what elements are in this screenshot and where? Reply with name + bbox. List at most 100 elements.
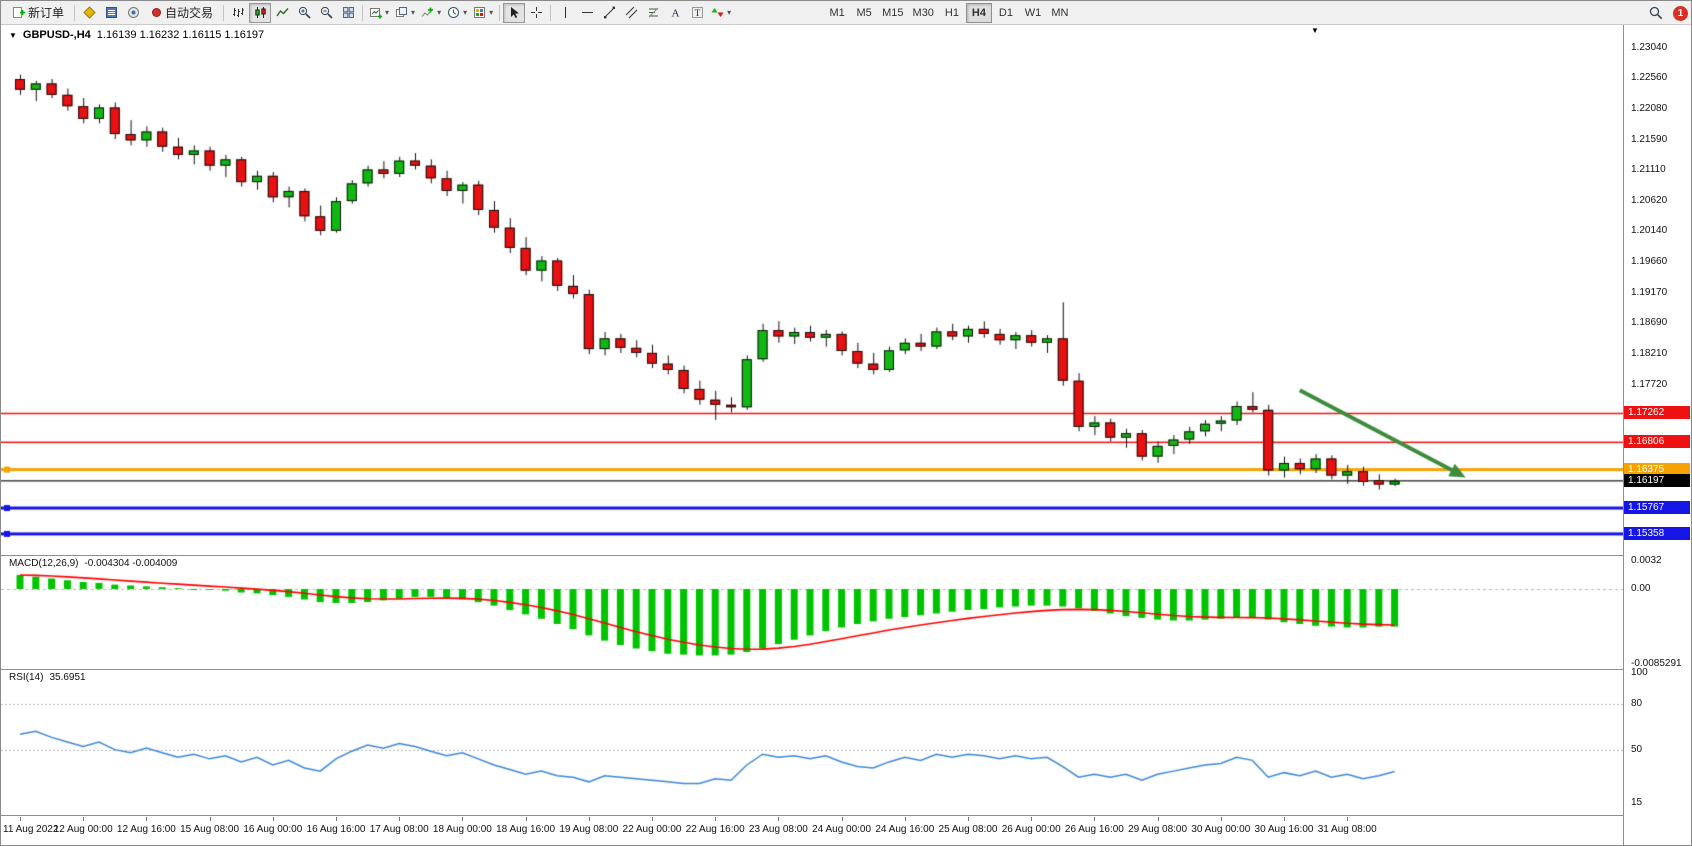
panel-separator[interactable]	[1, 669, 1691, 670]
shapes-icon	[711, 6, 724, 19]
templates-icon	[473, 6, 486, 19]
time-tick	[715, 817, 717, 821]
notification-badge[interactable]: 1	[1673, 5, 1688, 21]
new-chart-button[interactable]: ▾	[366, 3, 392, 23]
rsi-scale-label: 80	[1631, 697, 1643, 709]
time-axis-label: 16 Aug 16:00	[306, 824, 366, 835]
crosshair-button[interactable]	[525, 3, 547, 23]
chevron-down-icon: ▾	[411, 7, 416, 17]
toolbar-separator	[362, 4, 364, 21]
time-axis-label: 29 Aug 08:00	[1128, 824, 1188, 835]
cursor-icon	[508, 6, 521, 19]
vertical-line-button[interactable]	[554, 3, 576, 23]
time-axis[interactable]	[1, 816, 1623, 845]
market-watch-button[interactable]	[78, 3, 100, 23]
navigator-icon	[127, 6, 140, 19]
price-axis[interactable]	[1623, 25, 1691, 845]
tf-button-h1[interactable]: H1	[944, 6, 959, 19]
label-icon: T	[691, 6, 704, 19]
tf-button-m30[interactable]: M30	[912, 6, 934, 19]
new-order-button[interactable]: 新订单	[5, 3, 71, 23]
chevron-down-icon: ▾	[463, 7, 468, 17]
macd-scale-label: 0.00	[1631, 583, 1651, 594]
tf-button-m1[interactable]: M1	[829, 6, 845, 19]
trendline-button[interactable]	[598, 3, 620, 23]
tf-button-d1[interactable]: D1	[998, 6, 1013, 19]
zoom-out-button[interactable]	[315, 3, 337, 23]
auto-trading-label: 自动交易	[165, 6, 214, 20]
chart-profiles-button[interactable]: ▾	[392, 3, 418, 23]
time-tick	[1157, 817, 1159, 821]
auto-trading-button[interactable]: 自动交易	[144, 3, 220, 23]
tile-windows-button[interactable]	[337, 3, 359, 23]
time-axis-label: 12 Aug 00:00	[53, 824, 113, 835]
data-window-button[interactable]	[100, 3, 122, 23]
tf-button-mn[interactable]: MN	[1051, 6, 1069, 19]
tf-button-m15[interactable]: M15	[882, 6, 904, 19]
time-tick	[146, 817, 148, 821]
new-chart-icon	[369, 6, 383, 19]
label-button[interactable]: T	[686, 3, 708, 23]
candlestick-chart-button[interactable]	[249, 2, 272, 23]
zoom-in-icon	[298, 6, 311, 19]
macd-scale-label: 0.0032	[1631, 555, 1662, 566]
channel-icon	[625, 6, 638, 19]
crosshair-icon	[530, 6, 543, 19]
macd-panel-canvas[interactable]	[1, 556, 1623, 669]
time-axis-label: 22 Aug 00:00	[622, 824, 682, 835]
channel-button[interactable]	[620, 3, 642, 23]
periods-button[interactable]: ▾	[444, 3, 470, 23]
tf-button-w1[interactable]: W1	[1024, 6, 1042, 19]
time-axis-label: 31 Aug 08:00	[1317, 824, 1377, 835]
search-button[interactable]	[1645, 3, 1667, 23]
horizontal-line-icon	[581, 6, 594, 19]
rsi-panel-canvas[interactable]	[1, 670, 1623, 815]
time-axis-label: 30 Aug 00:00	[1191, 824, 1251, 835]
macd-values: -0.004304 -0.004009	[84, 558, 178, 569]
macd-scale-label: -0.0085291	[1631, 657, 1682, 669]
shapes-button[interactable]: ▾	[708, 3, 734, 23]
indicators-button[interactable]: ▾	[418, 3, 444, 23]
time-tick	[336, 817, 337, 821]
price-scale-label: 1.17720	[1631, 378, 1668, 390]
price-scale-label: 1.19170	[1631, 286, 1668, 298]
text-icon: A	[669, 6, 682, 20]
price-tag: 1.16375	[1624, 462, 1690, 476]
time-axis-label: 16 Aug 00:00	[243, 824, 303, 835]
navigator-button[interactable]	[122, 3, 144, 23]
chevron-down-icon: ▾	[489, 7, 494, 17]
one-click-trading-toggle[interactable]: ▼	[9, 30, 17, 40]
time-tick	[83, 817, 85, 821]
time-tick	[1347, 817, 1349, 821]
price-tag: 1.16197	[1624, 473, 1690, 487]
time-tick	[841, 817, 843, 821]
price-scale-label: 1.20140	[1631, 225, 1668, 237]
auto-trading-icon	[151, 7, 162, 18]
price-scale-label: 1.22560	[1631, 72, 1668, 84]
bar-chart-button[interactable]	[227, 3, 249, 23]
templates-button[interactable]: ▾	[470, 3, 496, 23]
time-tick	[904, 817, 906, 821]
price-scale-label: 1.19660	[1631, 255, 1668, 267]
object-anchor-icon[interactable]: ▼	[1311, 26, 1319, 35]
toolbar-separator	[74, 4, 76, 21]
time-axis-label: 15 Aug 08:00	[180, 824, 240, 835]
time-tick	[652, 817, 653, 821]
search-icon	[1649, 6, 1663, 20]
zoom-in-button[interactable]	[293, 3, 315, 23]
text-button[interactable]: A	[664, 3, 686, 23]
price-scale-label: 1.18210	[1631, 347, 1668, 359]
tf-button-h4[interactable]: H4	[965, 2, 992, 23]
horizontal-line-button[interactable]	[576, 3, 598, 23]
main-chart-canvas[interactable]	[1, 25, 1623, 555]
time-tick	[209, 817, 211, 821]
tf-button-m5[interactable]: M5	[856, 6, 872, 19]
fibonacci-button[interactable]	[642, 3, 664, 23]
market-watch-icon	[82, 6, 96, 19]
panel-separator[interactable]	[1, 555, 1691, 556]
line-chart-button[interactable]	[271, 3, 293, 23]
chart-profiles-icon	[395, 6, 408, 19]
price-scale-label: 1.22080	[1631, 102, 1668, 114]
time-axis-label: 24 Aug 16:00	[875, 824, 935, 835]
cursor-button[interactable]	[503, 2, 526, 23]
